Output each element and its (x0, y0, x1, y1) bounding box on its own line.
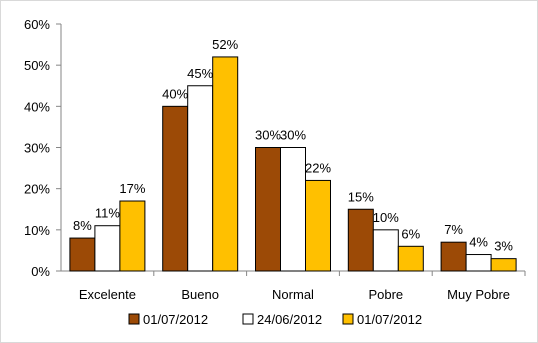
data-label: 17% (119, 181, 145, 196)
y-axis: 0% 10% 20% 30% 40% 50% 60% (24, 17, 62, 279)
data-label: 30% (280, 128, 306, 143)
data-label: 3% (494, 239, 513, 254)
bar (162, 105, 189, 272)
bars (69, 56, 517, 272)
x-tick-label: Muy Pobre (447, 287, 510, 302)
bar (255, 147, 281, 272)
legend-label: 24/06/2012 (257, 312, 322, 327)
bar (440, 241, 467, 272)
data-label: 40% (162, 86, 188, 101)
data-label: 30% (255, 128, 281, 143)
y-tick-label: 0% (31, 264, 50, 279)
bar (280, 147, 306, 272)
data-label: 7% (444, 222, 463, 237)
legend: 01/07/2012 24/06/2012 01/07/2012 (128, 312, 422, 327)
data-label: 45% (187, 66, 213, 81)
x-tick-label: Pobre (368, 287, 403, 302)
y-tick-label: 20% (24, 182, 50, 197)
x-tick-label: Normal (272, 287, 314, 302)
legend-swatch (128, 313, 140, 325)
x-tick-label: Excelente (79, 287, 136, 302)
y-tick-label: 40% (24, 99, 50, 114)
legend-label: 01/07/2012 (143, 312, 208, 327)
bar (119, 200, 146, 272)
bar (94, 225, 121, 272)
data-label: 11% (95, 206, 120, 221)
data-label: 15% (348, 189, 374, 204)
data-label: 52% (212, 37, 238, 52)
data-label: 8% (73, 218, 92, 233)
bar (397, 245, 424, 272)
bar (69, 237, 96, 272)
bar (187, 85, 214, 272)
data-label: 10% (373, 210, 399, 225)
y-tick-label: 50% (24, 58, 50, 73)
x-tick-label: Bueno (181, 287, 219, 302)
bar (305, 179, 331, 272)
legend-label: 01/07/2012 (357, 312, 422, 327)
bar (372, 229, 399, 272)
bar (465, 254, 492, 272)
data-labels: 8%11% 17% 40% 45% 52% 30%30% 22% 15% 10%6% 7% 4% 3% (73, 37, 513, 254)
legend-swatch (242, 313, 254, 325)
data-label: 6% (401, 226, 420, 241)
data-label: 4% (469, 235, 488, 250)
bar (212, 56, 239, 272)
y-tick-label: 30% (24, 141, 50, 156)
bar (347, 208, 374, 272)
y-tick-label: 60% (24, 17, 50, 32)
data-label: 22% (305, 160, 331, 175)
y-tick-label: 10% (24, 223, 50, 238)
bar (490, 258, 517, 272)
legend-swatch (342, 313, 354, 325)
